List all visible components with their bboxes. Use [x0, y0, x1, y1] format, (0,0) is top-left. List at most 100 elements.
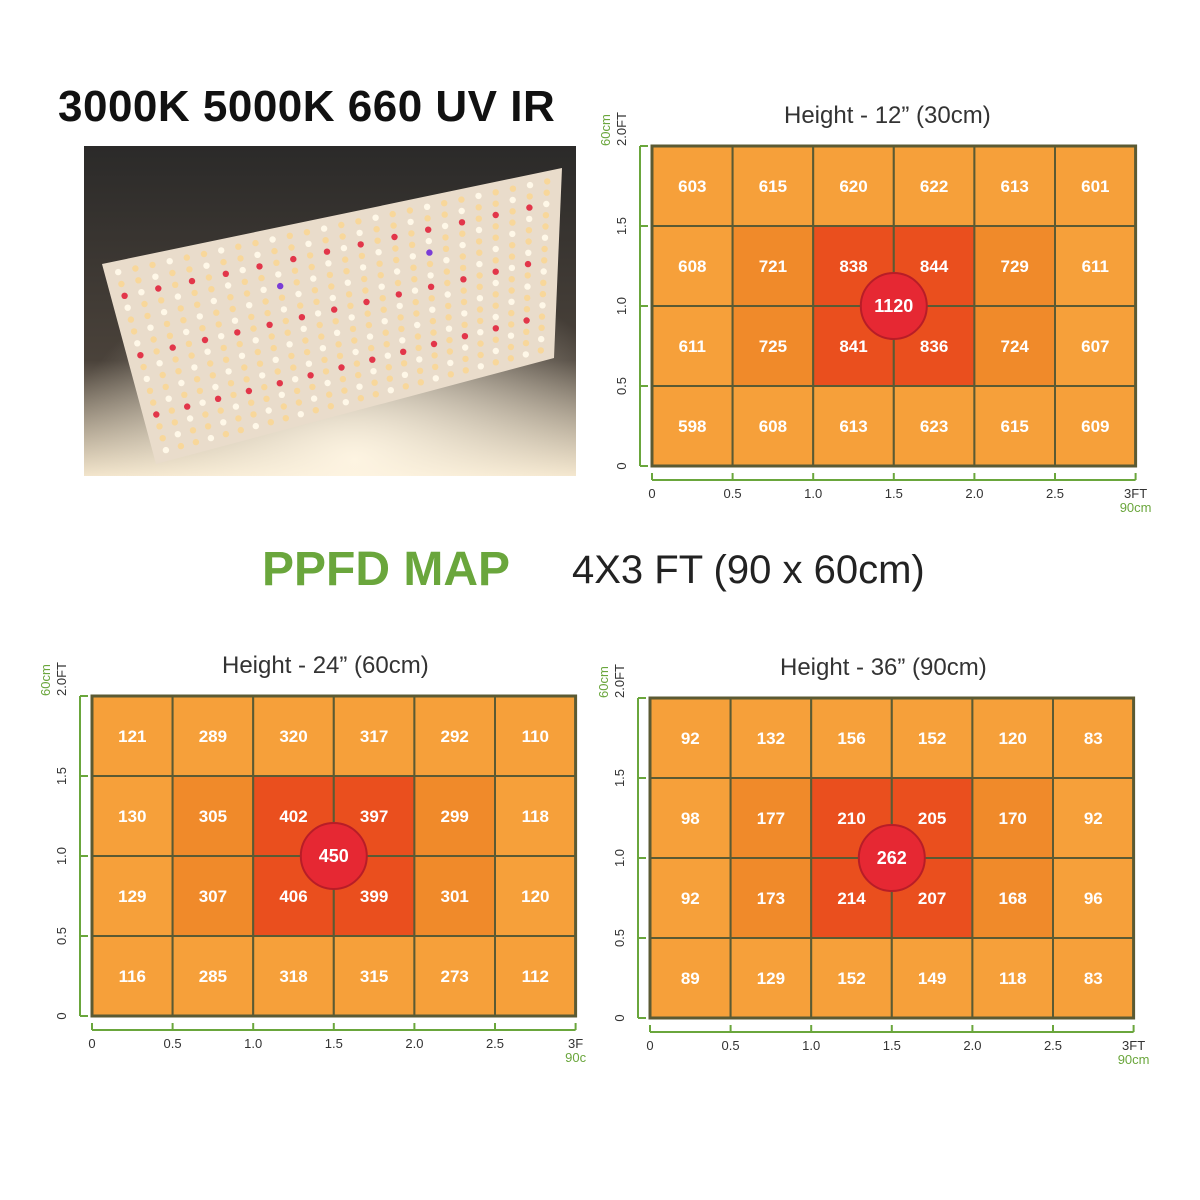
- led-dot: [342, 399, 349, 406]
- led-dot: [344, 279, 351, 286]
- cell-value: 129: [118, 887, 146, 906]
- y-unit-label: 60cm: [600, 114, 613, 146]
- x-tick-label: 2.5: [1046, 486, 1064, 501]
- cell-value: 210: [837, 809, 865, 828]
- heatmap-cell: [1054, 145, 1137, 227]
- led-dot: [191, 289, 198, 297]
- led-dot: [204, 423, 212, 430]
- led-dot: [248, 399, 255, 406]
- led-dot: [172, 281, 179, 288]
- led-dot: [166, 258, 173, 265]
- cell-value: 307: [199, 887, 227, 906]
- led-dot: [361, 275, 368, 283]
- cell-value: 83: [1084, 969, 1103, 988]
- led-dot: [241, 364, 248, 371]
- led-dot: [238, 352, 246, 359]
- led-dot: [492, 211, 499, 219]
- led-dot: [149, 261, 156, 269]
- led-dot: [363, 298, 370, 306]
- led-dot: [184, 403, 191, 410]
- heatmap-cell: [729, 857, 813, 939]
- led-dot: [426, 249, 433, 256]
- led-dot: [188, 352, 195, 359]
- x-tick-label: 0.5: [724, 486, 742, 501]
- led-dot: [314, 310, 322, 317]
- led-dot: [475, 192, 482, 200]
- cell-value: 725: [759, 337, 787, 356]
- cell-value: 317: [360, 727, 388, 746]
- led-dot: [492, 189, 499, 196]
- cell-value: 110: [522, 727, 549, 746]
- heatmap-cell: [413, 775, 496, 857]
- led-dot: [372, 391, 379, 398]
- heatmap-cell: [413, 855, 496, 937]
- cell-value: 120: [521, 887, 549, 906]
- led-dot: [322, 368, 330, 375]
- led-dot: [220, 419, 227, 426]
- led-panel-photo: [84, 146, 576, 476]
- led-dot: [522, 351, 529, 358]
- led-dot: [477, 351, 484, 359]
- led-dot: [212, 383, 219, 391]
- led-dot: [215, 321, 222, 328]
- spec-title: 3000K 5000K 660 UV IR: [58, 82, 556, 131]
- heatmap-border: [650, 144, 1138, 468]
- led-dot: [378, 283, 385, 290]
- y-unit-label: 60cm: [40, 664, 53, 696]
- led-dot: [443, 257, 450, 264]
- heatmap-border: [90, 694, 578, 1018]
- led-dot: [442, 245, 450, 252]
- led-dot: [525, 249, 532, 256]
- led-dot: [461, 333, 469, 340]
- led-dot: [293, 279, 300, 286]
- led-dot: [441, 211, 448, 218]
- led-dot: [476, 249, 483, 256]
- center-peak-value: 1120: [874, 296, 913, 316]
- led-dot: [475, 215, 482, 222]
- cell-value: 608: [759, 417, 787, 436]
- led-dot: [492, 245, 499, 253]
- cell-value: 601: [1081, 177, 1109, 196]
- led-dot: [256, 263, 263, 270]
- cell-value: 623: [920, 417, 948, 436]
- led-dot: [132, 265, 139, 272]
- led-dot: [459, 241, 466, 249]
- led-dot: [390, 222, 397, 229]
- led-dot: [150, 336, 157, 343]
- led-dot: [267, 419, 274, 426]
- led-dot: [430, 329, 437, 336]
- heatmap-cell: [971, 777, 1054, 859]
- led-dot: [327, 403, 334, 410]
- heatmap-cell: [810, 857, 893, 939]
- led-dot: [389, 210, 396, 218]
- led-dot: [194, 301, 201, 308]
- led-dot: [203, 262, 210, 269]
- led-dot: [356, 383, 363, 390]
- led-dot: [425, 237, 432, 245]
- led-dot: [508, 298, 515, 305]
- led-dot: [320, 225, 328, 232]
- led-dot: [364, 310, 371, 317]
- led-dot: [429, 306, 436, 313]
- heatmap-cell: [729, 777, 813, 859]
- cell-value: 92: [1084, 809, 1103, 828]
- x-tick-label: 1.0: [804, 486, 822, 501]
- led-dot: [400, 360, 408, 367]
- led-dot: [312, 407, 319, 414]
- led-dot: [193, 376, 201, 383]
- heatmap-title: Height - 12” (30cm): [784, 102, 991, 129]
- led-dot: [432, 363, 439, 371]
- led-dot: [201, 336, 209, 344]
- heatmap-cell: [171, 935, 255, 1017]
- led-dot: [234, 329, 241, 336]
- led-dot: [370, 368, 377, 375]
- led-dot: [196, 387, 204, 395]
- led-dot: [459, 230, 466, 237]
- x-unit-label: 90cm: [1120, 500, 1152, 515]
- led-dot: [509, 185, 517, 192]
- led-dot: [273, 259, 280, 266]
- heatmap-cell: [1054, 225, 1137, 307]
- heatmap-cell: [973, 225, 1056, 307]
- led-dot: [417, 379, 424, 386]
- led-dot: [544, 178, 551, 185]
